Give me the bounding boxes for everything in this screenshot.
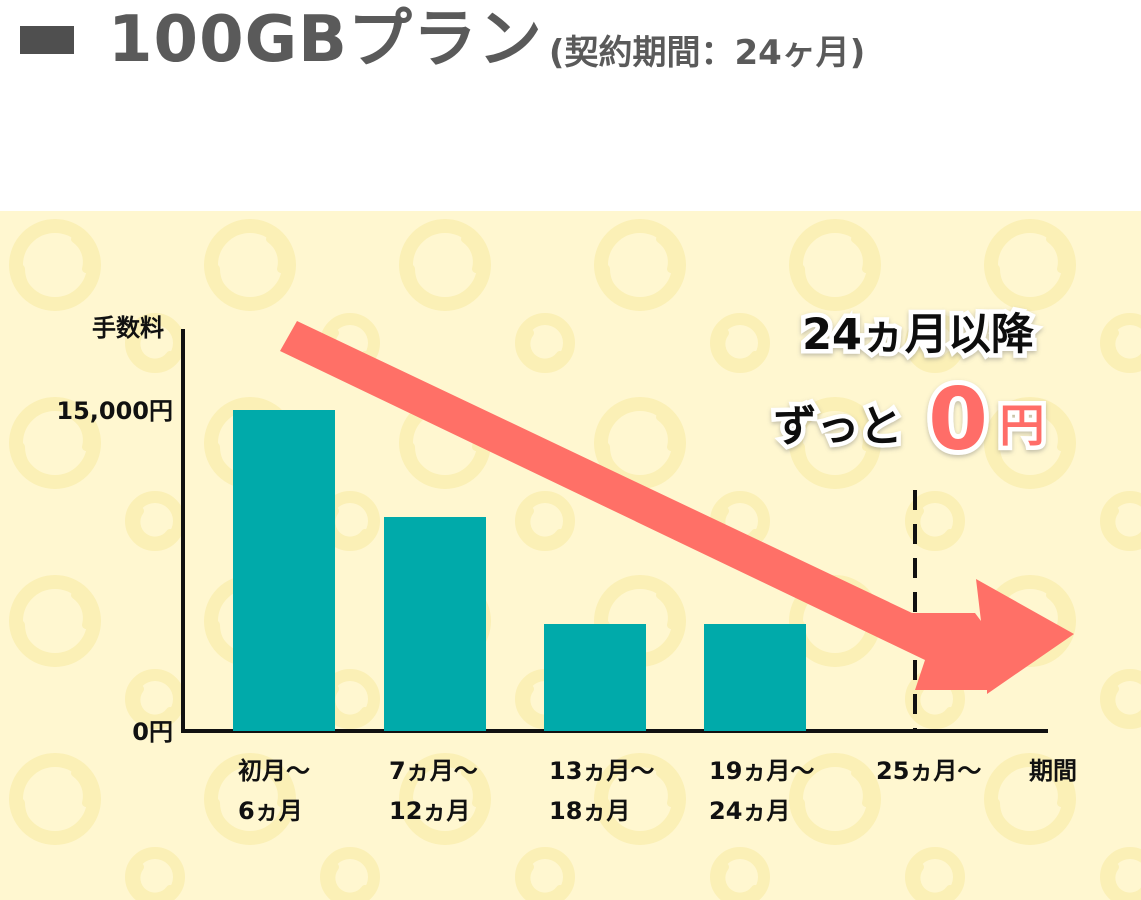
page-title: 100GBプラン: [108, 3, 543, 77]
x-tick-label-2: 7ヵ月〜 12ヵ月: [389, 757, 478, 825]
y-tick-label-2: 15,000円: [56, 397, 173, 425]
chart-panel: 手数料 期間 0円 15,000円 初月〜 6ヵ月 7ヵ月〜 12ヵ月 13ヵ月〜 18ヵ月…: [0, 211, 1141, 900]
square-bullet-icon: [20, 26, 74, 54]
trend-arrow: [280, 321, 1074, 694]
annotation-box: 24ヵ月以降 ずっと 0 円: [769, 306, 1049, 476]
bar-4: [704, 624, 806, 731]
bar-3: [544, 624, 646, 731]
annotation-line-2-prefix: ずっと: [774, 402, 903, 452]
bar-chart: 手数料 期間 0円 15,000円 初月〜 6ヵ月 7ヵ月〜 12ヵ月 13ヵ月〜 18ヵ月…: [56, 306, 1077, 826]
annotation-highlight-unit: 円: [999, 399, 1044, 452]
page-subtitle: (契約期間：24ヶ月): [548, 33, 866, 73]
y-tick-labels: 0円 15,000円: [56, 397, 173, 746]
bar-1: [233, 410, 335, 731]
y-axis-label: 手数料: [92, 314, 164, 342]
y-tick-label-1: 0円: [132, 718, 173, 746]
annotation-highlight-number: 0: [928, 370, 988, 470]
background-pattern: [0, 211, 1141, 900]
x-tick-label-3: 13ヵ月〜 18ヵ月: [549, 757, 654, 825]
annotation-line-1: 24ヵ月以降: [802, 310, 1034, 360]
x-tick-label-1: 初月〜 6ヵ月: [238, 757, 310, 825]
bar-series: [233, 410, 806, 731]
x-tick-label-5: 25ヵ月〜: [876, 757, 981, 785]
x-tick-label-4: 19ヵ月〜 24ヵ月: [709, 757, 814, 825]
x-axis-label: 期間: [1029, 757, 1077, 785]
x-tick-labels: 初月〜 6ヵ月 7ヵ月〜 12ヵ月 13ヵ月〜 18ヵ月 19ヵ月〜 24ヵ月 25ヵ月〜: [238, 757, 981, 825]
header: 100GBプラン (契約期間：24ヶ月): [20, 0, 865, 80]
bar-2: [384, 517, 486, 731]
